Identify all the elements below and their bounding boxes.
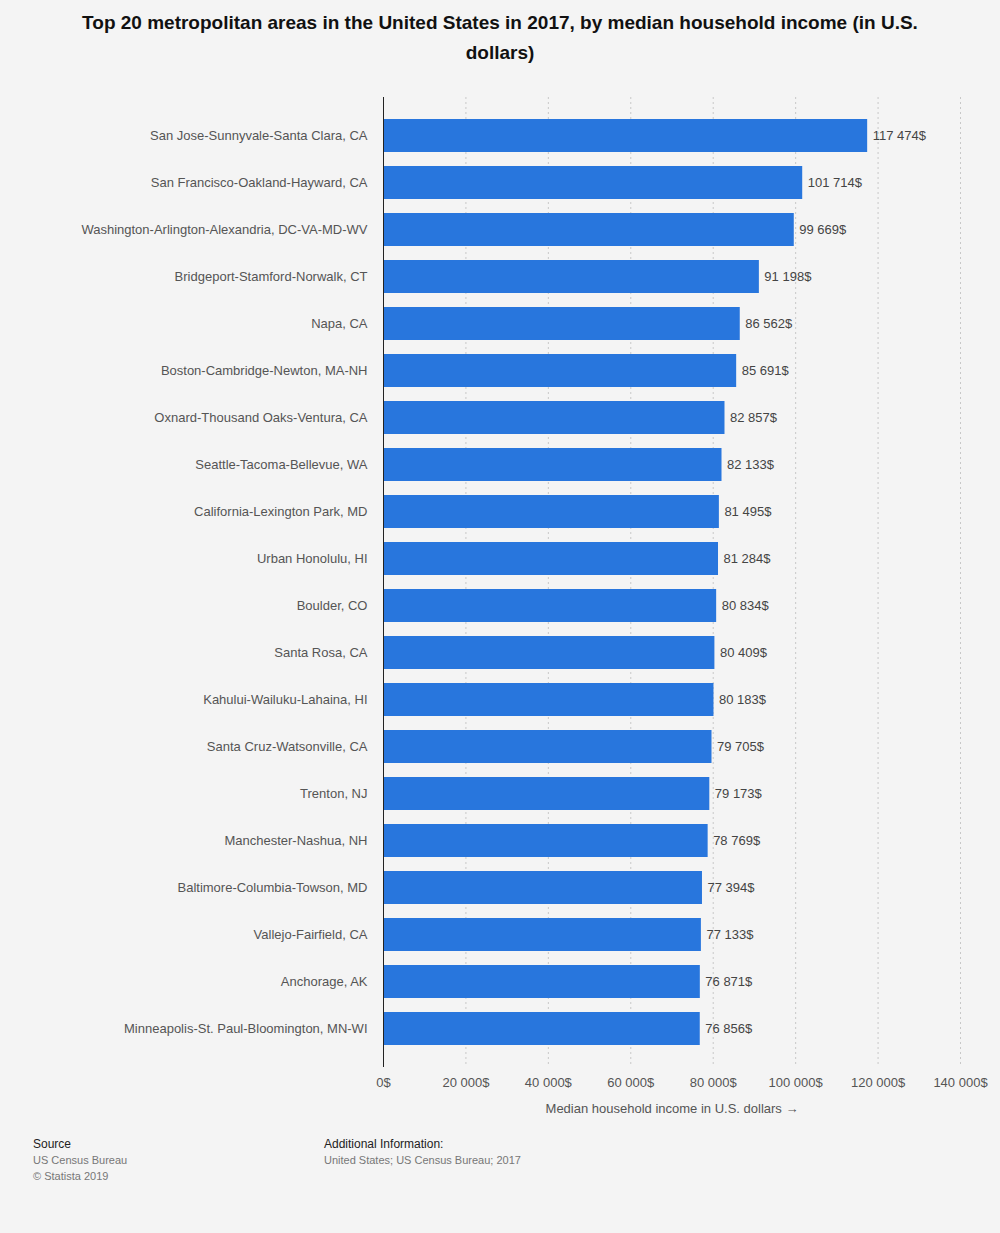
svg-text:Minneapolis-St. Paul-Bloomingt: Minneapolis-St. Paul-Bloomington, MN-WI — [124, 1021, 367, 1036]
svg-text:Bridgeport-Stamford-Norwalk, C: Bridgeport-Stamford-Norwalk, CT — [175, 269, 368, 284]
svg-text:140 000$: 140 000$ — [933, 1075, 988, 1090]
svg-text:0$: 0$ — [376, 1075, 391, 1090]
svg-text:100 000$: 100 000$ — [769, 1075, 824, 1090]
svg-text:Boston-Cambridge-Newton, MA-NH: Boston-Cambridge-Newton, MA-NH — [161, 363, 368, 378]
svg-text:20 000$: 20 000$ — [442, 1075, 490, 1090]
svg-text:101 714$: 101 714$ — [808, 175, 863, 190]
svg-text:76 856$: 76 856$ — [705, 1021, 753, 1036]
svg-text:Santa Rosa, CA: Santa Rosa, CA — [274, 645, 368, 660]
svg-text:99 669$: 99 669$ — [799, 222, 847, 237]
svg-text:Urban Honolulu, HI: Urban Honolulu, HI — [257, 551, 368, 566]
svg-text:Napa, CA: Napa, CA — [311, 316, 368, 331]
svg-text:77 133$: 77 133$ — [706, 927, 754, 942]
svg-text:Seattle-Tacoma-Bellevue, WA: Seattle-Tacoma-Bellevue, WA — [195, 457, 368, 472]
svg-text:86 562$: 86 562$ — [745, 316, 793, 331]
html-text:Additional Information:: Additional Information: — [324, 1137, 444, 1151]
svg-text:81 284$: 81 284$ — [724, 551, 772, 566]
svg-text:79 173$: 79 173$ — [715, 786, 763, 801]
svg-text:Baltimore-Columbia-Towson, MD: Baltimore-Columbia-Towson, MD — [178, 880, 368, 895]
svg-text:85 691$: 85 691$ — [742, 363, 790, 378]
svg-text:San Jose-Sunnyvale-Santa Clara: San Jose-Sunnyvale-Santa Clara, CA — [150, 128, 368, 143]
svg-text:78 769$: 78 769$ — [713, 833, 761, 848]
svg-text:San Francisco-Oakland-Hayward,: San Francisco-Oakland-Hayward, CA — [151, 175, 368, 190]
svg-text:Washington-Arlington-Alexandri: Washington-Arlington-Alexandria, DC-VA-M… — [81, 222, 367, 237]
svg-text:77 394$: 77 394$ — [707, 880, 755, 895]
html-text:Top 20 metropolitan areas in t: Top 20 metropolitan areas in the United … — [82, 12, 918, 63]
svg-text:Median household income in U.S: Median household income in U.S. dollars … — [546, 1101, 799, 1116]
svg-text:Santa Cruz-Watsonville, CA: Santa Cruz-Watsonville, CA — [207, 739, 368, 754]
svg-text:117 474$: 117 474$ — [873, 128, 927, 143]
svg-text:80 183$: 80 183$ — [719, 692, 767, 707]
svg-text:81 495$: 81 495$ — [724, 504, 772, 519]
svg-text:82 857$: 82 857$ — [730, 410, 778, 425]
html-text:Source: Source — [33, 1137, 71, 1151]
html-text:United States; US Census Burea: United States; US Census Bureau; 2017 — [324, 1154, 521, 1166]
svg-text:Oxnard-Thousand Oaks-Ventura,: Oxnard-Thousand Oaks-Ventura, CA — [154, 410, 367, 425]
svg-text:120 000$: 120 000$ — [851, 1075, 906, 1090]
svg-text:80 834$: 80 834$ — [722, 598, 770, 613]
svg-text:82 133$: 82 133$ — [727, 457, 775, 472]
svg-text:Trenton, NJ: Trenton, NJ — [300, 786, 367, 801]
svg-text:Boulder, CO: Boulder, CO — [297, 598, 368, 613]
svg-text:Vallejo-Fairfield, CA: Vallejo-Fairfield, CA — [254, 927, 368, 942]
svg-text:79 705$: 79 705$ — [717, 739, 765, 754]
html-text:US Census Bureau: US Census Bureau — [33, 1154, 128, 1166]
svg-text:40 000$: 40 000$ — [525, 1075, 573, 1090]
svg-text:Manchester-Nashua, NH: Manchester-Nashua, NH — [224, 833, 367, 848]
svg-text:80 000$: 80 000$ — [690, 1075, 738, 1090]
svg-text:76 871$: 76 871$ — [705, 974, 753, 989]
html-text:© Statista 2019: © Statista 2019 — [33, 1170, 109, 1182]
svg-text:Anchorage, AK: Anchorage, AK — [281, 974, 368, 989]
svg-text:Kahului-Wailuku-Lahaina, HI: Kahului-Wailuku-Lahaina, HI — [203, 692, 367, 707]
svg-text:91 198$: 91 198$ — [764, 269, 812, 284]
svg-text:60 000$: 60 000$ — [607, 1075, 655, 1090]
svg-text:California-Lexington Park, MD: California-Lexington Park, MD — [194, 504, 367, 519]
svg-text:80 409$: 80 409$ — [720, 645, 768, 660]
